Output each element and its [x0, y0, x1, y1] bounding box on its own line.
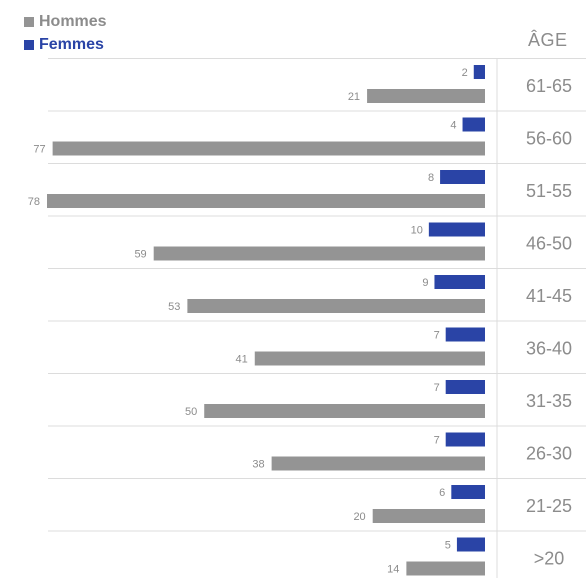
bar-femmes-46-50	[428, 222, 485, 237]
value-label-femmes-26-30: 7	[434, 435, 440, 447]
value-label-femmes-46-50: 10	[411, 225, 423, 237]
value-label-femmes->20: 5	[445, 540, 451, 552]
legend: Hommes Femmes	[24, 10, 107, 56]
bar-hommes-61-65	[367, 89, 485, 103]
category-label-21-25: 21-25	[526, 496, 572, 516]
value-label-femmes-56-60: 4	[450, 120, 456, 132]
bar-hommes-26-30	[271, 456, 485, 471]
bar-femmes-26-30	[445, 432, 485, 447]
bar-hommes-41-45	[187, 299, 485, 313]
bar-hommes-46-50	[153, 246, 485, 261]
bar-femmes-41-45	[434, 275, 485, 289]
bar-hommes-56-60	[52, 141, 485, 156]
bar-hommes-36-40	[254, 351, 485, 366]
category-label-56-60: 56-60	[526, 129, 572, 149]
legend-item-hommes: Hommes	[24, 10, 107, 33]
value-label-hommes-61-65: 21	[348, 91, 360, 103]
category-label-31-35: 31-35	[526, 391, 572, 411]
bar-hommes->20	[406, 561, 485, 576]
legend-swatch-hommes	[24, 16, 34, 27]
legend-label-femmes: Femmes	[39, 35, 104, 53]
legend-label-hommes: Hommes	[39, 12, 107, 30]
bar-hommes-21-25	[372, 509, 485, 523]
value-label-hommes-56-60: 77	[33, 144, 45, 156]
value-label-hommes->20: 14	[387, 564, 399, 576]
category-label-51-55: 51-55	[526, 181, 572, 201]
bar-femmes-51-55	[440, 170, 485, 184]
bar-hommes-31-35	[204, 404, 485, 418]
value-label-hommes-46-50: 59	[134, 249, 146, 261]
category-label->20: >20	[534, 549, 565, 569]
legend-swatch-femmes	[24, 39, 34, 50]
category-label-46-50: 46-50	[526, 234, 572, 254]
value-label-femmes-36-40: 7	[434, 330, 440, 342]
bar-hommes-51-55	[47, 194, 485, 208]
value-label-hommes-21-25: 20	[353, 511, 365, 523]
bar-femmes-36-40	[445, 327, 485, 342]
value-label-hommes-41-45: 53	[168, 301, 180, 313]
bar-femmes-61-65	[473, 65, 485, 79]
value-label-femmes-41-45: 9	[422, 277, 428, 289]
axis-title-age: ÂGE	[528, 30, 568, 50]
value-label-hommes-36-40: 41	[236, 354, 248, 366]
category-label-26-30: 26-30	[526, 444, 572, 464]
value-label-hommes-26-30: 38	[252, 459, 264, 471]
bar-femmes-21-25	[451, 485, 485, 499]
value-label-femmes-31-35: 7	[434, 382, 440, 394]
category-label-36-40: 36-40	[526, 339, 572, 359]
bar-femmes-31-35	[445, 380, 485, 394]
legend-item-femmes: Femmes	[24, 33, 107, 56]
value-label-femmes-61-65: 2	[462, 67, 468, 79]
category-label-61-65: 61-65	[526, 76, 572, 96]
value-label-hommes-51-55: 78	[28, 196, 40, 208]
bar-femmes->20	[456, 537, 485, 552]
value-label-femmes-21-25: 6	[439, 487, 445, 499]
category-label-41-45: 41-45	[526, 286, 572, 306]
value-label-hommes-31-35: 50	[185, 406, 197, 418]
bar-femmes-56-60	[462, 117, 485, 132]
value-label-femmes-51-55: 8	[428, 172, 434, 184]
